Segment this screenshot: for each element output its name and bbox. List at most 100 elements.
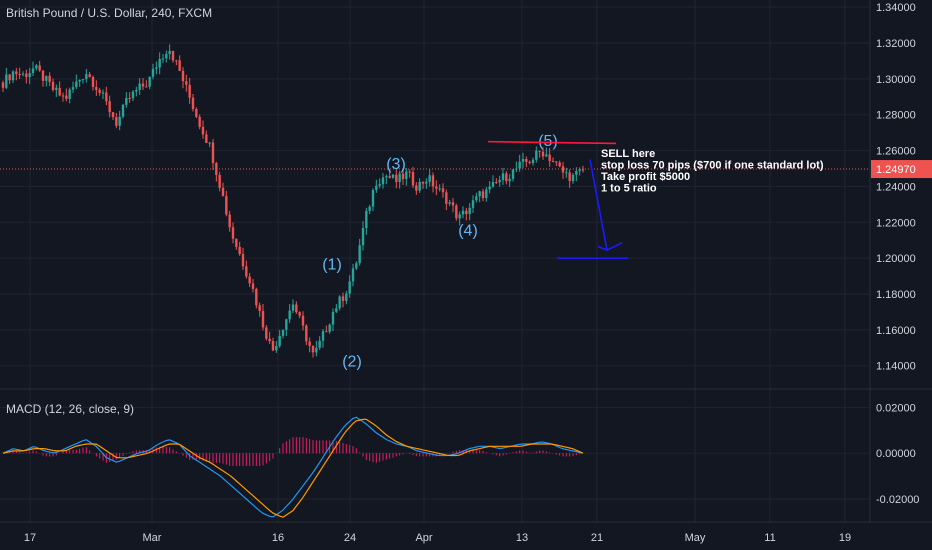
candle-body — [418, 181, 421, 191]
candle-body — [198, 116, 201, 127]
macd-label[interactable]: MACD (12, 26, close, 9) — [6, 402, 134, 416]
candle-body — [328, 324, 331, 332]
candle-body — [155, 67, 158, 69]
candle-body — [361, 228, 365, 246]
candle-body — [421, 181, 425, 184]
macd-axis[interactable]: 0.02000 0.00000 -0.02000 — [876, 402, 919, 506]
candle-body — [375, 185, 378, 190]
candle-body — [275, 345, 278, 351]
candle-body — [581, 169, 585, 171]
candle-body — [218, 174, 221, 188]
candle-body — [178, 60, 181, 71]
candle-body — [391, 174, 395, 178]
candle-body — [288, 310, 291, 320]
wave-label: (5) — [538, 133, 558, 150]
price-axis-tick: 1.20000 — [876, 253, 916, 265]
candle-body — [51, 81, 55, 90]
macd-axis-tick: 0.00000 — [876, 448, 916, 460]
trade-note-line: Take profit $5000 — [601, 171, 690, 183]
candle-body — [495, 182, 498, 184]
candle-body — [161, 58, 165, 60]
candle-body — [521, 158, 525, 162]
price-axis[interactable]: 1.34000 1.32000 1.30000 1.28000 1.26000 1.240… — [871, 2, 932, 373]
candle-body — [45, 75, 48, 81]
price-axis-tick: 1.24000 — [876, 181, 916, 193]
candle-body — [245, 266, 248, 277]
time-axis-tick: Mar — [143, 532, 162, 544]
candle-body — [11, 71, 15, 81]
candle-body — [448, 202, 451, 204]
candle-body — [235, 238, 238, 247]
time-axis-tick: 16 — [272, 532, 284, 544]
price-axis-tick: 1.34000 — [876, 2, 916, 14]
candle-body — [525, 158, 528, 162]
candle-body — [445, 192, 448, 204]
candle-body — [341, 296, 345, 301]
price-axis-tick: 1.18000 — [876, 289, 916, 301]
candle-body — [118, 116, 121, 126]
candle-body — [138, 83, 141, 90]
candle-body — [21, 73, 25, 75]
candle-body — [61, 95, 65, 97]
candle-body — [185, 81, 188, 85]
symbol-title[interactable]: British Pound / U.S. Dollar, 240, FXCM — [6, 6, 212, 20]
price-axis-tick: 1.30000 — [876, 74, 916, 86]
candle-body — [458, 214, 461, 219]
macd-axis-tick: 0.02000 — [876, 402, 916, 414]
candle-body — [405, 171, 408, 180]
candle-body — [428, 175, 431, 182]
candle-body — [1, 82, 5, 88]
candle-body — [105, 92, 108, 102]
macd-axis-tick: -0.02000 — [876, 494, 919, 506]
candle-body — [111, 112, 115, 118]
candle-body — [578, 169, 581, 172]
candle-body — [395, 174, 398, 182]
candle-body — [505, 173, 508, 182]
candle-body — [548, 154, 551, 162]
candle-body — [148, 76, 151, 87]
time-axis-tick: Apr — [415, 532, 432, 544]
candle-body — [511, 169, 515, 179]
candle-body — [28, 73, 31, 78]
candle-body — [358, 245, 361, 264]
candle-body — [271, 341, 275, 351]
candle-body — [128, 98, 131, 100]
candle-body — [281, 329, 285, 336]
wave-label: (4) — [458, 222, 478, 239]
candle-body — [308, 341, 311, 346]
candle-body — [455, 205, 458, 219]
candle-body — [255, 288, 258, 306]
candle-body — [158, 58, 161, 68]
candle-body — [331, 311, 335, 325]
time-axis-tick: 19 — [839, 532, 851, 544]
candle-body — [41, 70, 45, 81]
price-pane[interactable] — [0, 44, 870, 358]
candle-body — [508, 178, 511, 182]
candle-body — [378, 184, 381, 186]
time-axis-tick: 17 — [24, 532, 36, 544]
candle-body — [91, 77, 95, 87]
candle-body — [88, 74, 91, 78]
trade-note-line: 1 to 5 ratio — [601, 183, 657, 195]
candle-body — [315, 347, 318, 353]
candle-body — [531, 159, 535, 164]
trade-note-line: SELL here — [601, 148, 655, 160]
sell-arrow-shaft — [589, 159, 608, 251]
time-axis-tick: 24 — [344, 532, 356, 544]
candle-body — [568, 172, 571, 182]
candle-body — [115, 117, 118, 126]
time-axis[interactable]: 17 Mar 16 24 Apr 13 21 May 11 19 — [24, 532, 851, 544]
time-axis-tick: May — [685, 532, 706, 544]
candle-body — [165, 54, 168, 59]
candle-body — [491, 182, 495, 187]
trade-note-line: stop loss 70 pips ($700 if one standard … — [601, 160, 824, 172]
candle-body — [465, 210, 468, 215]
macd-pane[interactable] — [2, 416, 584, 518]
candle-body — [285, 319, 288, 330]
price-axis-tick: 1.22000 — [876, 217, 916, 229]
candle-body — [95, 86, 98, 90]
resistance-line — [487, 140, 617, 145]
candle-body — [201, 126, 205, 135]
candle-body — [131, 91, 135, 99]
